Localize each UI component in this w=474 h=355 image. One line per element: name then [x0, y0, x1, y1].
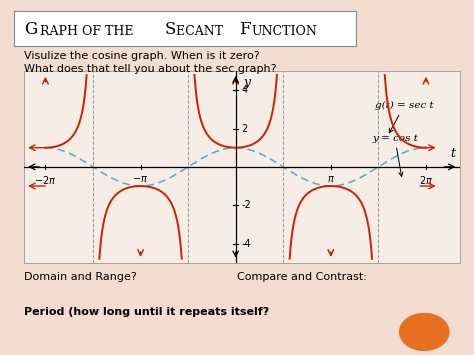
Text: $\pi$: $\pi$ [327, 174, 335, 184]
Text: What does that tell you about the sec graph?: What does that tell you about the sec gr… [24, 64, 276, 74]
Text: RAPH OF THE: RAPH OF THE [40, 25, 137, 38]
Text: $2\pi$: $2\pi$ [419, 174, 433, 186]
Text: g(t) = sec t: g(t) = sec t [375, 101, 434, 133]
Text: Compare and Contrast:: Compare and Contrast: [237, 272, 367, 282]
Text: Visulize the cosine graph. When is it zero?: Visulize the cosine graph. When is it ze… [24, 51, 259, 61]
Text: G: G [25, 21, 37, 38]
Text: $-2\pi$: $-2\pi$ [34, 174, 56, 186]
Text: UNCTION: UNCTION [251, 25, 317, 38]
Text: -2: -2 [241, 200, 251, 210]
Text: Period (how long until it repeats itself?: Period (how long until it repeats itself… [24, 307, 269, 317]
Text: F: F [239, 21, 251, 38]
Text: S: S [164, 21, 176, 38]
Text: $-\pi$: $-\pi$ [132, 174, 149, 184]
Text: y: y [243, 76, 250, 89]
Text: Domain and Range?: Domain and Range? [24, 272, 137, 282]
Text: -4: -4 [241, 239, 251, 248]
Text: 4: 4 [241, 85, 247, 95]
Text: y = cos t: y = cos t [372, 133, 418, 176]
Text: t: t [450, 147, 455, 160]
Text: 2: 2 [241, 124, 247, 133]
Text: ECANT: ECANT [176, 25, 228, 38]
